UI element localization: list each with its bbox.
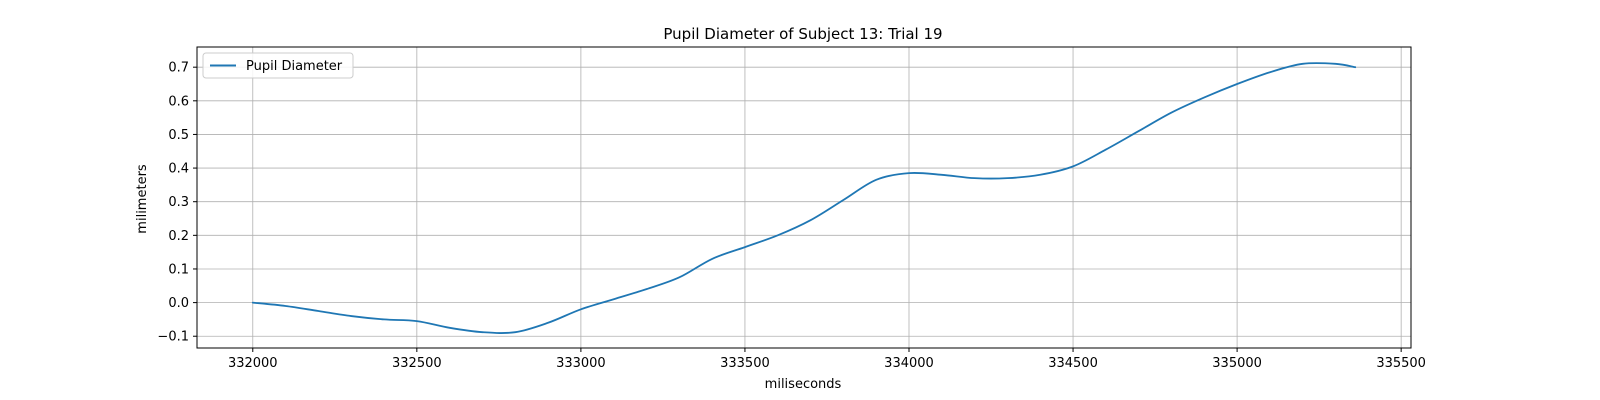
x-tick-label: 335000 [1212,356,1262,371]
x-tick-label: 332000 [228,356,278,371]
x-axis-ticks: 332000 332500 333000 333500 334000 334500 3350… [228,348,1426,371]
x-axis-label: miliseconds [765,377,842,392]
y-tick-label: 0.6 [168,94,189,109]
y-tick-label: 0.5 [168,128,189,143]
y-axis-ticks: −0.1 0.0 0.1 0.2 0.3 0.4 0.5 0.6 0.7 [157,61,197,345]
x-tick-label: 333500 [720,356,770,371]
legend: Pupil Diameter [202,52,354,79]
x-tick-label: 333000 [556,356,606,371]
grid [197,47,1411,348]
y-tick-label: 0.1 [168,262,189,277]
chart-title: Pupil Diameter of Subject 13: Trial 19 [663,25,942,43]
y-axis-label: milimeters [135,164,150,234]
y-tick-label: 0.2 [168,229,189,244]
legend-box [202,52,354,79]
y-tick-label: 0.4 [168,162,189,177]
y-tick-label: −0.1 [157,330,189,345]
x-tick-label: 334000 [884,356,934,371]
y-tick-label: 0.0 [168,296,189,311]
legend-label-pupil-diameter: Pupil Diameter [246,59,343,74]
series-line-pupil-diameter [251,62,1357,334]
x-tick-label: 334500 [1048,356,1098,371]
x-tick-label: 332500 [392,356,442,371]
y-tick-label: 0.3 [168,195,189,210]
plot-frame [196,46,1412,349]
series-layer [251,62,1357,334]
x-tick-label: 335500 [1376,356,1426,371]
y-tick-label: 0.7 [168,61,189,76]
